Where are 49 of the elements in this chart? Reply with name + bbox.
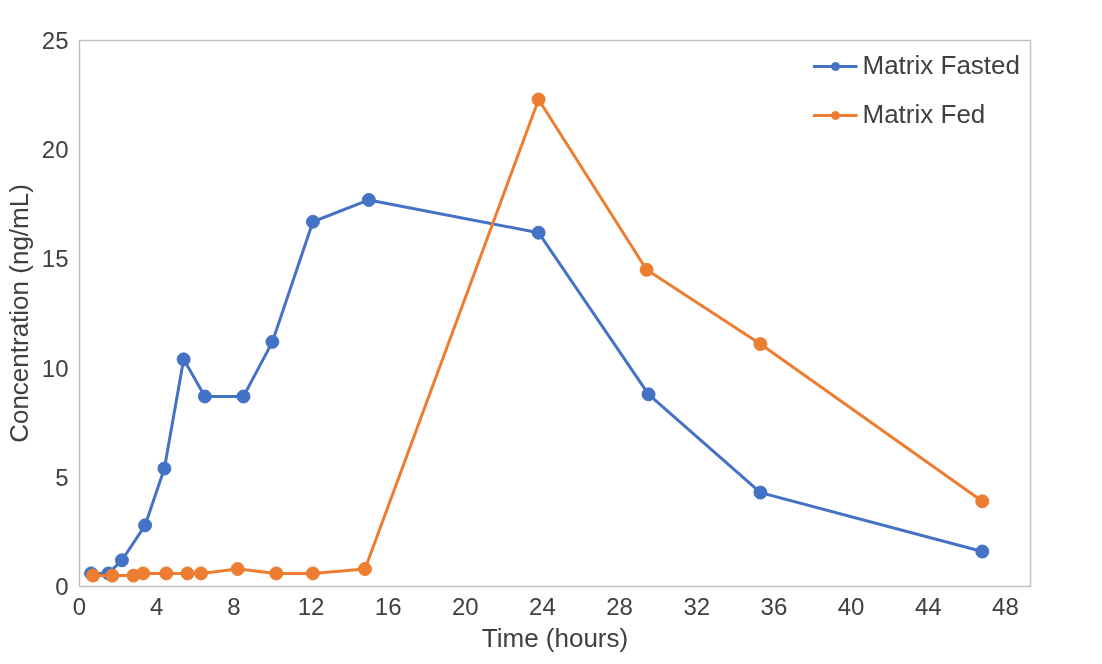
point — [159, 566, 174, 581]
point — [357, 562, 372, 577]
x-tick-label: 40 — [837, 592, 865, 620]
point — [180, 566, 195, 581]
y-tick-label: 5 — [55, 463, 69, 491]
point — [639, 262, 654, 277]
point — [138, 518, 153, 533]
point — [975, 544, 990, 559]
point — [753, 337, 768, 352]
point — [361, 192, 376, 207]
point — [197, 389, 212, 404]
point — [753, 485, 768, 500]
point — [157, 461, 172, 476]
point — [230, 562, 245, 577]
legend-label: Matrix Fasted — [862, 50, 1020, 81]
y-tick-label: 20 — [41, 136, 69, 164]
y-tick-label: 25 — [41, 27, 69, 54]
point — [531, 92, 546, 107]
x-tick-label: 24 — [529, 592, 556, 620]
point — [236, 389, 251, 404]
point — [641, 387, 656, 402]
point — [305, 566, 320, 581]
point — [531, 225, 546, 240]
y-tick-label: 0 — [55, 573, 69, 600]
x-tick-label: 28 — [606, 592, 633, 620]
point — [265, 334, 280, 349]
x-tick-label: 8 — [227, 592, 241, 620]
point — [105, 568, 120, 583]
x-tick-label: 44 — [914, 592, 942, 620]
x-tick-label: 0 — [72, 592, 87, 620]
point — [305, 214, 320, 229]
point — [176, 352, 191, 367]
x-tick-label: 12 — [297, 592, 325, 620]
x-tick-label: 4 — [149, 592, 164, 620]
x-tick-label: 48 — [992, 592, 1019, 620]
point — [269, 566, 284, 581]
x-tick-label: 16 — [374, 592, 402, 620]
point — [975, 494, 990, 509]
x-tick-label: 36 — [760, 592, 788, 620]
x-axis-title: Time (hours) — [481, 622, 629, 653]
point — [136, 566, 151, 581]
point — [114, 553, 129, 568]
x-tick-label: 20 — [451, 592, 479, 620]
y-tick-label: 15 — [41, 245, 69, 273]
y-axis-title: Concentration (ng/mL) — [3, 184, 34, 443]
y-tick-label: 10 — [41, 354, 69, 382]
x-tick-label: 32 — [683, 592, 711, 620]
point — [194, 566, 209, 581]
legend-label: Matrix Fed — [862, 99, 986, 130]
